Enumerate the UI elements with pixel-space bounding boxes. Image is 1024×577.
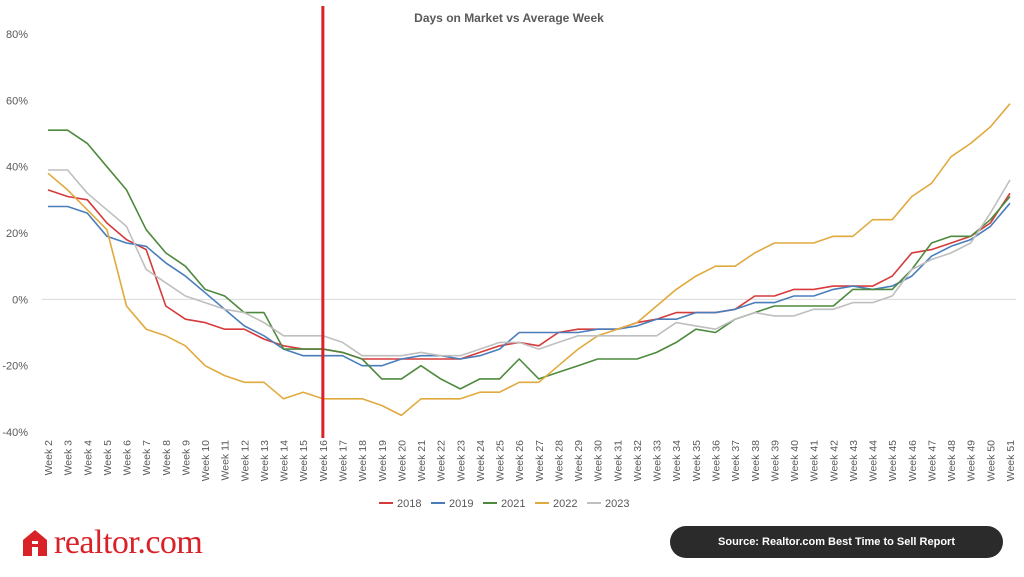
x-tick-label: Week 17 <box>337 440 349 481</box>
realtor-logo: realtor.com <box>22 521 203 565</box>
x-tick-label: Week 34 <box>671 440 683 481</box>
x-tick-label: Week 22 <box>436 440 448 481</box>
legend: 2018 2019 2021 2022 2023 <box>379 498 629 510</box>
y-tick-label: -40% <box>2 427 28 439</box>
x-tick-label: Week 35 <box>691 440 703 481</box>
x-tick-label: Week 37 <box>730 440 742 481</box>
x-tick-label: Week 9 <box>180 440 192 476</box>
x-tick-label: Week 36 <box>711 440 723 481</box>
x-tick-label: Week 16 <box>318 440 330 481</box>
x-axis: Week 2 Week 3 Week 4 Week 5 Week 6 Week 7 Week… <box>43 440 1017 481</box>
x-tick-label: Week 44 <box>868 440 880 481</box>
legend-label-2021: 2021 <box>501 498 525 510</box>
house-icon <box>23 530 47 556</box>
y-tick-label: 20% <box>6 228 28 240</box>
x-tick-label: Week 29 <box>573 440 585 481</box>
series-line-2019 <box>48 202 1011 367</box>
series-line-2022 <box>47 103 1011 417</box>
x-tick-label: Week 12 <box>239 440 251 481</box>
x-tick-label: Week 23 <box>455 440 467 481</box>
x-tick-label: Week 46 <box>907 440 919 481</box>
x-tick-label: Week 10 <box>200 440 212 481</box>
x-tick-label: Week 28 <box>553 440 565 481</box>
x-tick-label: Week 30 <box>593 440 605 481</box>
y-tick-label: 80% <box>6 29 28 41</box>
line-chart: Days on Market vs Average Week 80% 60% 40%… <box>2 6 1017 510</box>
chart-title: Days on Market vs Average Week <box>414 11 604 25</box>
x-tick-label: Week 51 <box>1005 440 1017 481</box>
series-line-2023 <box>48 169 1011 357</box>
x-tick-label: Week 15 <box>298 440 310 481</box>
x-tick-label: Week 11 <box>220 440 232 481</box>
x-tick-label: Week 42 <box>828 440 840 481</box>
series-lines <box>47 103 1011 417</box>
legend-label-2022: 2022 <box>553 498 577 510</box>
y-tick-label: -20% <box>2 361 28 373</box>
x-tick-label: Week 14 <box>279 440 291 481</box>
x-tick-label: Week 13 <box>259 440 271 481</box>
x-tick-label: Week 25 <box>495 440 507 481</box>
x-tick-label: Week 31 <box>612 440 624 481</box>
x-tick-label: Week 3 <box>63 440 75 476</box>
x-tick-label: Week 41 <box>809 440 821 481</box>
x-tick-label: Week 6 <box>122 440 134 476</box>
x-tick-label: Week 39 <box>769 440 781 481</box>
x-tick-label: Week 21 <box>416 440 428 481</box>
x-tick-label: Week 24 <box>475 440 487 481</box>
x-tick-label: Week 18 <box>357 440 369 481</box>
x-tick-label: Week 50 <box>985 440 997 481</box>
x-tick-label: Week 40 <box>789 440 801 481</box>
y-tick-label: 0% <box>12 294 28 306</box>
series-line-2021 <box>48 129 1011 390</box>
source-badge: Source: Realtor.com Best Time to Sell Re… <box>670 526 1003 558</box>
x-tick-label: Week 26 <box>514 440 526 481</box>
x-tick-label: Week 49 <box>966 440 978 481</box>
x-tick-label: Week 20 <box>396 440 408 481</box>
x-tick-label: Week 2 <box>43 440 55 476</box>
x-tick-label: Week 43 <box>848 440 860 481</box>
x-tick-label: Week 47 <box>926 440 938 481</box>
y-axis: 80% 60% 40% 20% 0% -20% -40% <box>2 29 28 439</box>
legend-label-2023: 2023 <box>605 498 629 510</box>
legend-label-2019: 2019 <box>449 498 473 510</box>
x-tick-label: Week 32 <box>632 440 644 481</box>
x-tick-label: Week 4 <box>82 440 94 476</box>
brand-wordmark: realtor.com <box>54 524 203 561</box>
x-tick-label: Week 45 <box>887 440 899 481</box>
x-tick-label: Week 27 <box>534 440 546 481</box>
x-tick-label: Week 19 <box>377 440 389 481</box>
x-tick-label: Week 38 <box>750 440 762 481</box>
x-tick-label: Week 7 <box>141 440 153 476</box>
y-tick-label: 40% <box>6 162 28 174</box>
legend-label-2018: 2018 <box>397 498 421 510</box>
x-tick-label: Week 48 <box>946 440 958 481</box>
x-tick-label: Week 33 <box>652 440 664 481</box>
y-tick-label: 60% <box>6 95 28 107</box>
x-tick-label: Week 8 <box>161 440 173 476</box>
x-tick-label: Week 5 <box>102 440 114 476</box>
